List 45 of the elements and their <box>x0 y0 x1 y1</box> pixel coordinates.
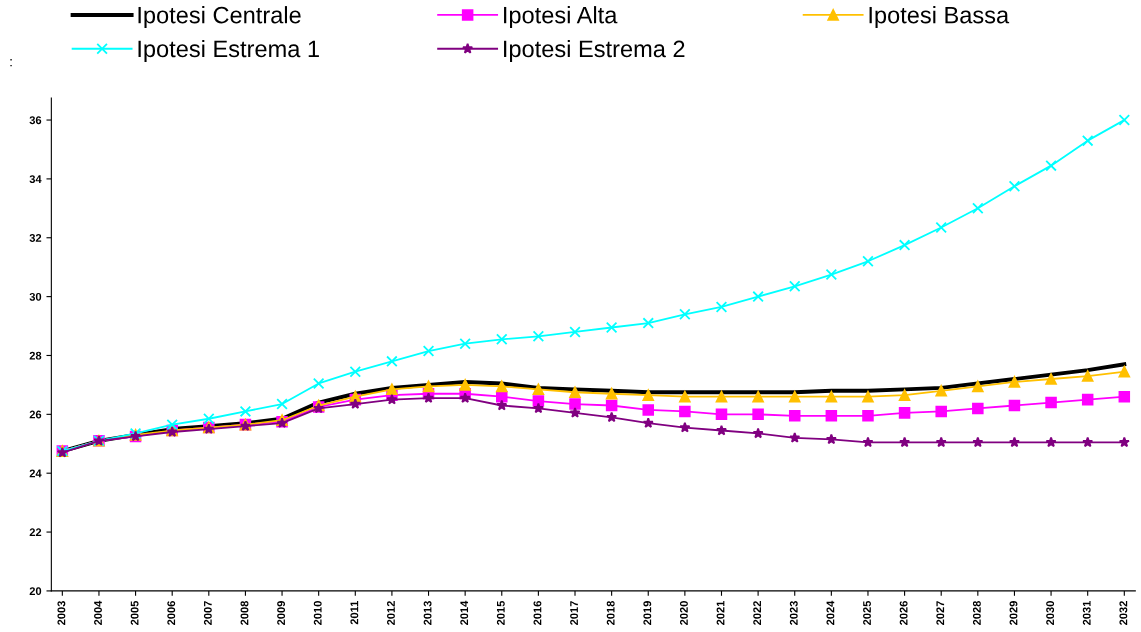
x-tick-label: 2031 <box>1082 600 1091 625</box>
x-tick-label: 2011 <box>350 600 359 625</box>
x-tick-label: 2022 <box>753 601 762 625</box>
legend-label: Ipotesi Bassa <box>869 6 1010 29</box>
x-tick-label: 2025 <box>863 600 871 625</box>
x-tick-label: 2018 <box>606 600 615 625</box>
x-tick-label: 2026 <box>899 601 908 625</box>
legend-label: Ipotesi Centrale <box>138 6 301 29</box>
y-tick-label: 36 <box>29 116 42 125</box>
x-tick-label: 2009 <box>277 601 286 625</box>
y-tick-label: 26 <box>29 410 42 419</box>
text: : <box>10 59 12 67</box>
y-tick-label: 22 <box>29 528 42 537</box>
x-tick-label: 2004 <box>94 600 102 625</box>
legend-label: Ipotesi Alta <box>504 6 618 29</box>
x-tick-label: 2021 <box>716 600 725 625</box>
x-tick-label: 2007 <box>203 601 212 625</box>
x-tick-label: 2023 <box>789 601 798 625</box>
y-tick-label: 34 <box>29 175 42 184</box>
legend-label: Ipotesi Estrema 2 <box>504 39 685 62</box>
legend-label: Ipotesi Estrema 1 <box>138 39 319 62</box>
x-tick-label: 2005 <box>130 600 139 625</box>
x-tick-label: 2024 <box>826 600 835 625</box>
y-tick-label: 28 <box>29 351 42 360</box>
x-tick-label: 2014 <box>460 600 469 625</box>
x-tick-label: 2012 <box>387 601 395 625</box>
x-tick-label: 2010 <box>313 601 322 625</box>
x-tick-label: 2017 <box>570 601 578 625</box>
x-tick-label: 2030 <box>1046 601 1055 625</box>
x-tick-label: 2019 <box>643 601 652 625</box>
x-tick-label: 2029 <box>1009 601 1018 625</box>
x-tick-label: 2013 <box>423 601 432 625</box>
y-tick-label: 30 <box>29 292 42 301</box>
x-tick-label: 2032 <box>1119 601 1128 625</box>
x-tick-label: 2027 <box>936 601 945 625</box>
x-tick-label: 2020 <box>679 601 688 625</box>
y-tick-label: 32 <box>29 234 42 242</box>
y-tick-label: 24 <box>29 469 42 478</box>
x-tick-label: 2003 <box>57 601 66 625</box>
x-tick-label: 2015 <box>496 600 505 625</box>
x-tick-label: 2008 <box>240 600 249 625</box>
x-tick-label: 2006 <box>167 601 176 625</box>
x-tick-label: 2028 <box>972 600 981 625</box>
x-tick-label: 2016 <box>533 601 542 625</box>
y-tick-label: 20 <box>29 587 42 596</box>
